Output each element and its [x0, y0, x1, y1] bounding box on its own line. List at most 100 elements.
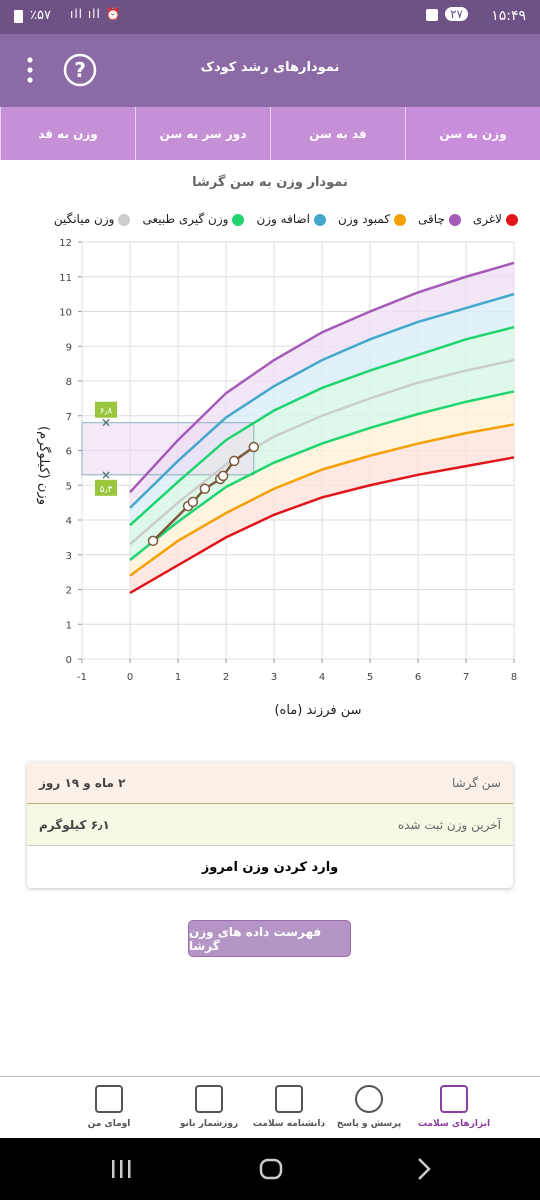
curve — [129, 423, 515, 577]
curve — [129, 358, 515, 546]
nav-label[interactable]: دانشنامه سلامت — [252, 1119, 326, 1129]
clock: ۱۵:۴۹ — [491, 8, 526, 24]
x-tick-label: 1 — [175, 672, 181, 683]
curve — [129, 456, 515, 595]
tab[interactable]: دور سر به سن — [135, 107, 270, 160]
y-tick-label: 3 — [66, 551, 72, 562]
system-nav — [0, 1138, 540, 1200]
y-tick-label: 1 — [66, 620, 72, 631]
y-axis-label: وزن (کیلوگرم) — [36, 426, 52, 505]
y-tick-label: 5 — [66, 481, 72, 492]
nav-label[interactable]: روزشمار بانو — [179, 1119, 239, 1129]
nav-icon — [95, 1085, 123, 1113]
tab[interactable]: وزن به قد — [0, 107, 135, 160]
x-tick-label: 4 — [319, 672, 325, 683]
curve — [129, 390, 515, 561]
x-tick-label: 5 — [367, 672, 373, 683]
system-icons — [112, 1158, 431, 1180]
band-fill — [130, 262, 514, 508]
list-button[interactable]: فهرست داده های وزن گرشا — [188, 920, 351, 957]
info-row: آخرین وزن ثبت شده ۶٫۱ کیلوگرم — [27, 804, 513, 846]
legend-label: وزن میانگین — [53, 212, 115, 226]
legend-label: اضافه وزن — [256, 212, 311, 226]
nav-icon — [275, 1085, 303, 1113]
band-fill — [130, 424, 514, 593]
y-tick-label: 8 — [66, 377, 72, 388]
curve — [129, 261, 515, 494]
legend-item: لاغری — [473, 212, 518, 226]
child-point — [248, 441, 260, 453]
y-tick-label: 7 — [66, 412, 72, 423]
x-tick-label: -1 — [77, 672, 87, 683]
enter-weight-button[interactable]: وارد کردن وزن امروز — [201, 860, 339, 875]
y-tick-label: 10 — [59, 308, 72, 319]
battery: ٪۵۷ — [30, 8, 51, 23]
band-fill — [130, 391, 514, 576]
chart-title: نمودار وزن به سن گرشا — [192, 175, 348, 190]
y-tick-label: 0 — [66, 655, 72, 666]
info-label: سن گرشا — [451, 775, 501, 790]
curve — [129, 325, 515, 527]
svg-text:?: ? — [74, 58, 86, 82]
legend-dot — [232, 213, 245, 226]
legend-dot — [118, 213, 131, 226]
band-fill — [130, 360, 514, 560]
battery-icon — [14, 10, 23, 23]
y-tick-label: 6 — [66, 447, 72, 458]
child-point — [187, 496, 199, 508]
y-tick-label: 11 — [59, 273, 72, 284]
x-tick-label: 3 — [271, 672, 277, 683]
nav-label[interactable]: ابزارهای سلامت — [417, 1119, 491, 1129]
y-tick-label: 9 — [66, 342, 72, 353]
tab[interactable]: وزن به سن — [405, 107, 540, 160]
child-point — [217, 470, 229, 482]
child-point — [147, 535, 159, 547]
nav-icon — [355, 1085, 383, 1113]
legend: لاغری چاقی کمبود وزن اضافه وزن وزن گیری طبیع… — [8, 212, 518, 226]
x-tick-label: 6 — [415, 672, 421, 683]
bottom-nav: ابزارهای سلامت پرسش و پاسخ دانشنامه سلامت ر… — [0, 1076, 540, 1139]
legend-dot — [506, 213, 518, 226]
info-row: سن گرشا ۲ ماه و ۱۹ روز — [27, 762, 513, 804]
legend-item: وزن گیری طبیعی — [142, 212, 245, 226]
legend-label: لاغری — [472, 212, 502, 226]
x-tick-label: 2 — [223, 672, 229, 683]
tab-bar: وزن به سن قد به سن دور سر به سن وزن به قد — [0, 107, 540, 160]
header-icons[interactable]: ? — [20, 52, 110, 92]
x-tick-label: 7 — [463, 672, 469, 683]
child-point — [228, 455, 240, 467]
info-value: ۲ ماه و ۱۹ روز — [39, 775, 126, 790]
marker-x: × — [101, 416, 111, 430]
y-tick-label: 12 — [59, 238, 72, 249]
header-title: نمودارهای رشد کودک — [200, 60, 340, 75]
legend-label: وزن گیری طبیعی — [142, 212, 229, 226]
check-icon — [426, 9, 438, 21]
y-tick-label: 2 — [66, 586, 72, 597]
legend-dot — [314, 213, 327, 226]
legend-item: اضافه وزن — [256, 212, 327, 226]
status-bar: ۱۵:۴۹ ۲۷ ٪۵۷ ıll ıll ⏰ — [0, 0, 540, 34]
badge: ۲۷ — [445, 7, 468, 21]
tab[interactable]: قد به سن — [270, 107, 405, 160]
signal-icons: ıll ıll ⏰ — [70, 7, 122, 21]
band-fill — [130, 294, 514, 526]
info-card: سن گرشا ۲ ماه و ۱۹ روز آخرین وزن ثبت شده… — [27, 762, 513, 888]
marker-label: ۵٫۳ — [100, 485, 113, 495]
app-header: نمودارهای رشد کودک ? — [0, 34, 540, 107]
marker-x: × — [101, 468, 111, 482]
nav-label[interactable]: پرسش و پاسخ — [336, 1119, 402, 1129]
legend-item: کمبود وزن — [338, 212, 407, 226]
marker-badge — [95, 479, 117, 496]
legend-dot — [448, 213, 461, 226]
legend-dot — [394, 213, 407, 226]
curve — [129, 292, 515, 509]
info-value: ۶٫۱ کیلوگرم — [39, 817, 110, 832]
marker-badge — [95, 401, 117, 418]
nav-label[interactable]: اومای من — [87, 1119, 131, 1129]
x-axis-label: سن فرزند (ماه) — [274, 703, 361, 718]
legend-item: وزن میانگین — [54, 212, 131, 226]
y-tick-label: 4 — [66, 516, 72, 527]
marker-label: ۶٫۸ — [100, 407, 113, 417]
x-tick-label: 8 — [511, 672, 517, 683]
